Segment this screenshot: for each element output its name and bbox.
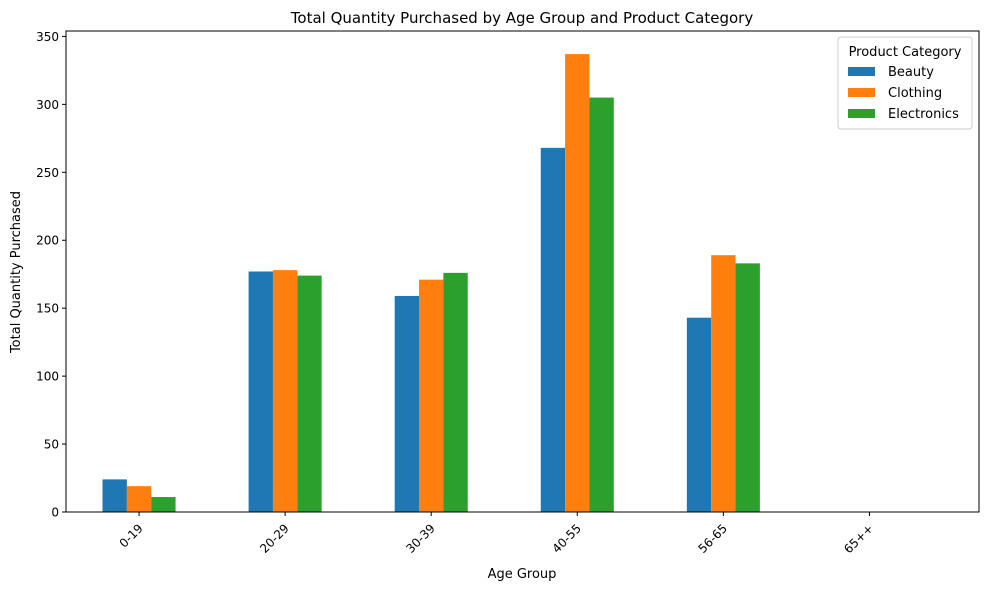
x-tick-label: 65++ xyxy=(841,521,876,556)
x-tick-label: 0-19 xyxy=(117,521,146,550)
legend-label-clothing: Clothing xyxy=(888,86,942,101)
legend-swatch-beauty xyxy=(848,67,875,76)
bar-electronics-20-29 xyxy=(297,275,322,512)
x-tick-label: 20-29 xyxy=(257,521,292,556)
x-tick-label: 30-39 xyxy=(403,521,438,556)
y-axis: 0 50 100 150 200 250 300 350 xyxy=(36,30,66,520)
x-tick-label: 40-55 xyxy=(549,521,584,556)
bar-beauty-56-65 xyxy=(686,317,712,512)
x-axis: 0-19 20-29 30-39 40-55 56-65 65++ xyxy=(117,512,876,556)
y-tick-label: 250 xyxy=(36,166,59,180)
legend-swatch-clothing xyxy=(848,88,875,97)
bar-beauty-40-55 xyxy=(540,147,566,512)
legend-items: Beauty Clothing Electronics xyxy=(848,65,959,122)
bars-group xyxy=(102,54,760,512)
legend-label-beauty: Beauty xyxy=(888,65,934,80)
bar-electronics-56-65 xyxy=(735,263,760,512)
x-tick-label: 56-65 xyxy=(696,521,731,556)
chart-title: Total Quantity Purchased by Age Group an… xyxy=(290,9,754,27)
bar-clothing-30-39 xyxy=(419,279,444,512)
y-tick-label: 200 xyxy=(36,234,59,248)
bar-electronics-40-55 xyxy=(589,97,614,512)
bar-beauty-30-39 xyxy=(394,295,420,512)
y-tick-label: 0 xyxy=(51,506,59,520)
bar-clothing-0-19 xyxy=(126,486,152,512)
y-tick-label: 300 xyxy=(36,98,59,112)
bar-clothing-20-29 xyxy=(272,270,298,512)
legend: Product Category Beauty Clothing Electroni… xyxy=(837,36,973,130)
y-tick-label: 50 xyxy=(44,438,59,452)
bar-clothing-40-55 xyxy=(565,54,590,512)
legend-label-electronics: Electronics xyxy=(888,107,959,122)
bar-beauty-0-19 xyxy=(102,479,127,512)
y-tick-label: 150 xyxy=(36,302,59,316)
bar-beauty-20-29 xyxy=(248,271,273,512)
axes-frame xyxy=(65,30,980,513)
bar-electronics-30-39 xyxy=(443,272,468,512)
y-axis-label: Total Quantity Purchased xyxy=(9,191,24,354)
legend-swatch-electronics xyxy=(848,109,875,118)
bar-electronics-0-19 xyxy=(151,497,176,512)
bar-clothing-56-65 xyxy=(711,255,736,512)
legend-box xyxy=(837,36,973,130)
y-tick-label: 100 xyxy=(36,370,59,384)
x-axis-label: Age Group xyxy=(488,567,557,582)
legend-title: Product Category xyxy=(849,45,962,60)
y-tick-label: 350 xyxy=(36,30,59,44)
